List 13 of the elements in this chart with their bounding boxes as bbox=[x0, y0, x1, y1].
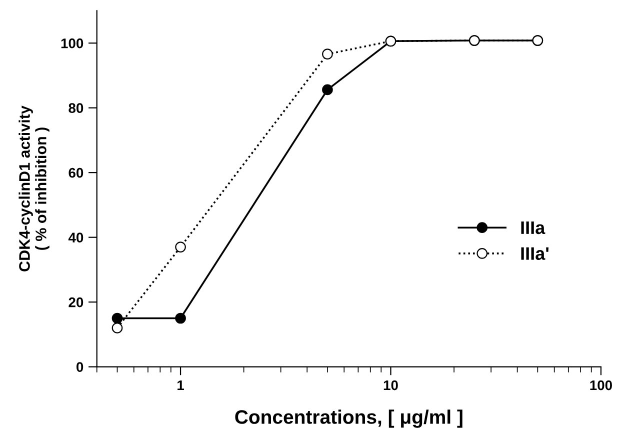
x-tick-label: 100 bbox=[590, 380, 612, 390]
y-tick-label: 0 bbox=[76, 362, 84, 372]
y-tick-label: 20 bbox=[68, 297, 84, 308]
legend-label: IIIa' bbox=[521, 247, 548, 260]
y-axis-title: CDK4-cyclinD1 activity ( % of inhibition ) bbox=[18, 106, 50, 272]
y-tick-label: 80 bbox=[68, 103, 84, 114]
legend-label: IIIa bbox=[521, 221, 546, 234]
y-tick-label: 40 bbox=[68, 232, 84, 242]
x-tick-label: 1 bbox=[178, 380, 184, 390]
y-tick-label: 60 bbox=[68, 168, 84, 178]
x-axis-title: Concentrations, [ μg/ml ] bbox=[235, 410, 462, 428]
y-tick-label: 100 bbox=[61, 38, 84, 48]
x-tick-label: 10 bbox=[384, 380, 398, 390]
